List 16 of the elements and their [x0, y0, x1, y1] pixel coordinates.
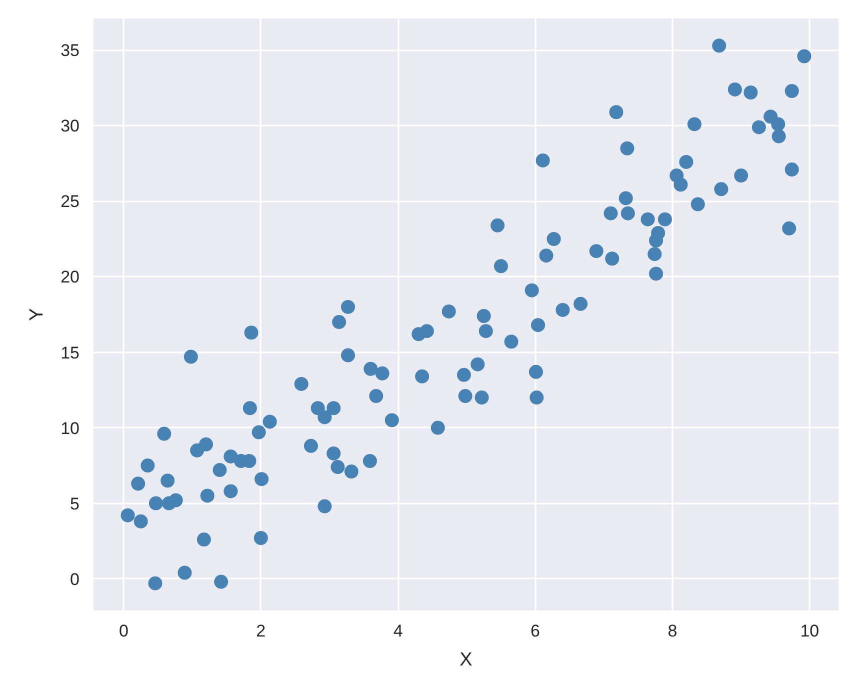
x-tick-label: 2: [256, 622, 266, 640]
x-tick-label: 6: [530, 622, 540, 640]
y-tick-label: 35: [60, 41, 80, 60]
x-tick-label: 0: [118, 622, 128, 640]
x-axis-title: X: [460, 650, 473, 670]
y-tick-label: 15: [60, 343, 80, 362]
y-tick-label: 20: [60, 268, 80, 287]
x-tick-label: 8: [668, 622, 678, 640]
x-tick-label: 4: [393, 622, 403, 640]
y-tick-label: 5: [70, 494, 80, 514]
y-tick-label: 30: [60, 116, 80, 136]
x-tick-label: 10: [800, 622, 820, 640]
y-tick-label: 10: [60, 418, 80, 438]
y-tick-label: 0: [70, 570, 80, 589]
y-tick-label: 25: [60, 192, 80, 212]
y-axis-title: Y: [26, 308, 48, 321]
